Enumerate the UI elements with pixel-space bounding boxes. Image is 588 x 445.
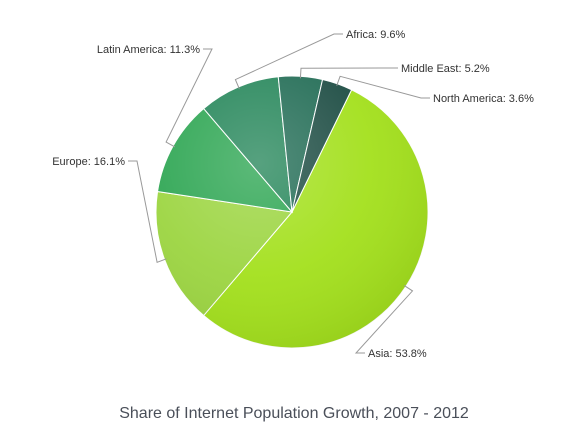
leader-line-asia: [354, 284, 414, 354]
leader-line-middle-east: [299, 67, 398, 79]
leader-lines: [128, 33, 430, 354]
leader-line-europe: [128, 160, 167, 263]
pie-slices: [155, 75, 429, 349]
slice-label-asia: Asia: 53.8%: [368, 348, 427, 360]
chart-title: Share of Internet Population Growth, 200…: [119, 405, 469, 422]
slice-label-latin-america: Latin America: 11.3%: [97, 44, 200, 56]
slice-label-north-america: North America: 3.6%: [433, 93, 534, 105]
leader-line-north-america: [336, 75, 430, 99]
leader-line-africa: [234, 33, 343, 89]
slice-label-africa: Africa: 9.6%: [346, 29, 406, 41]
slice-label-europe: Europe: 16.1%: [52, 156, 125, 168]
leader-line-latin-america: [165, 48, 213, 148]
slice-labels: Asia: 53.8% Europe: 16.1% Latin America: 1…: [52, 29, 534, 360]
slice-label-middle-east: Middle East: 5.2%: [401, 63, 490, 75]
